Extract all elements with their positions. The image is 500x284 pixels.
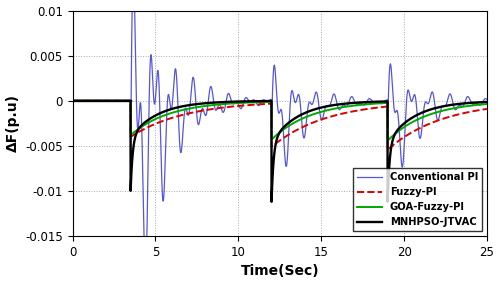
MNHPSO-JTVAC [333, 103, 339, 106]
Line: GOA-Fuzzy-PI: GOA-Fuzzy-PI [72, 101, 487, 141]
Conventional PI [377, 101, 383, 105]
Y-axis label: ΔF(p.u): ΔF(p.u) [6, 94, 20, 152]
Line: MNHPSO-JTVAC: MNHPSO-JTVAC [72, 101, 487, 202]
Fuzzy-PI [399, 137, 405, 140]
MNHPSO-JTVAC [315, 107, 321, 110]
Fuzzy-PI [70, 99, 75, 103]
Fuzzy-PI [90, 99, 96, 103]
Legend: Conventional PI, Fuzzy-PI, GOA-Fuzzy-PI, MNHPSO-JTVAC: Conventional PI, Fuzzy-PI, GOA-Fuzzy-PI,… [352, 168, 482, 231]
GOA-Fuzzy-PI [399, 127, 405, 130]
Fuzzy-PI [333, 114, 339, 117]
Line: Fuzzy-PI: Fuzzy-PI [72, 101, 487, 150]
MNHPSO-JTVAC [90, 99, 96, 103]
Conventional PI [484, 98, 490, 101]
MNHPSO-JTVAC [377, 100, 383, 103]
GOA-Fuzzy-PI [70, 99, 75, 103]
Conventional PI [315, 96, 321, 100]
Fuzzy-PI [377, 106, 383, 109]
Conventional PI [399, 165, 405, 168]
Fuzzy-PI [484, 107, 490, 110]
GOA-Fuzzy-PI [333, 107, 339, 110]
MNHPSO-JTVAC [268, 200, 274, 203]
GOA-Fuzzy-PI [90, 99, 96, 103]
Conventional PI [70, 99, 75, 103]
MNHPSO-JTVAC [70, 99, 75, 103]
Fuzzy-PI [315, 119, 321, 122]
GOA-Fuzzy-PI [315, 111, 321, 114]
GOA-Fuzzy-PI [384, 139, 390, 142]
MNHPSO-JTVAC [399, 124, 405, 127]
X-axis label: Time(Sec): Time(Sec) [240, 264, 319, 278]
Fuzzy-PI [220, 106, 226, 109]
Conventional PI [142, 274, 148, 278]
MNHPSO-JTVAC [484, 100, 490, 104]
Line: Conventional PI: Conventional PI [72, 0, 487, 276]
Fuzzy-PI [384, 148, 390, 151]
MNHPSO-JTVAC [220, 100, 226, 104]
Conventional PI [333, 97, 339, 101]
Conventional PI [220, 110, 226, 114]
Conventional PI [90, 99, 96, 103]
GOA-Fuzzy-PI [484, 102, 490, 106]
GOA-Fuzzy-PI [220, 103, 226, 106]
GOA-Fuzzy-PI [377, 102, 383, 105]
